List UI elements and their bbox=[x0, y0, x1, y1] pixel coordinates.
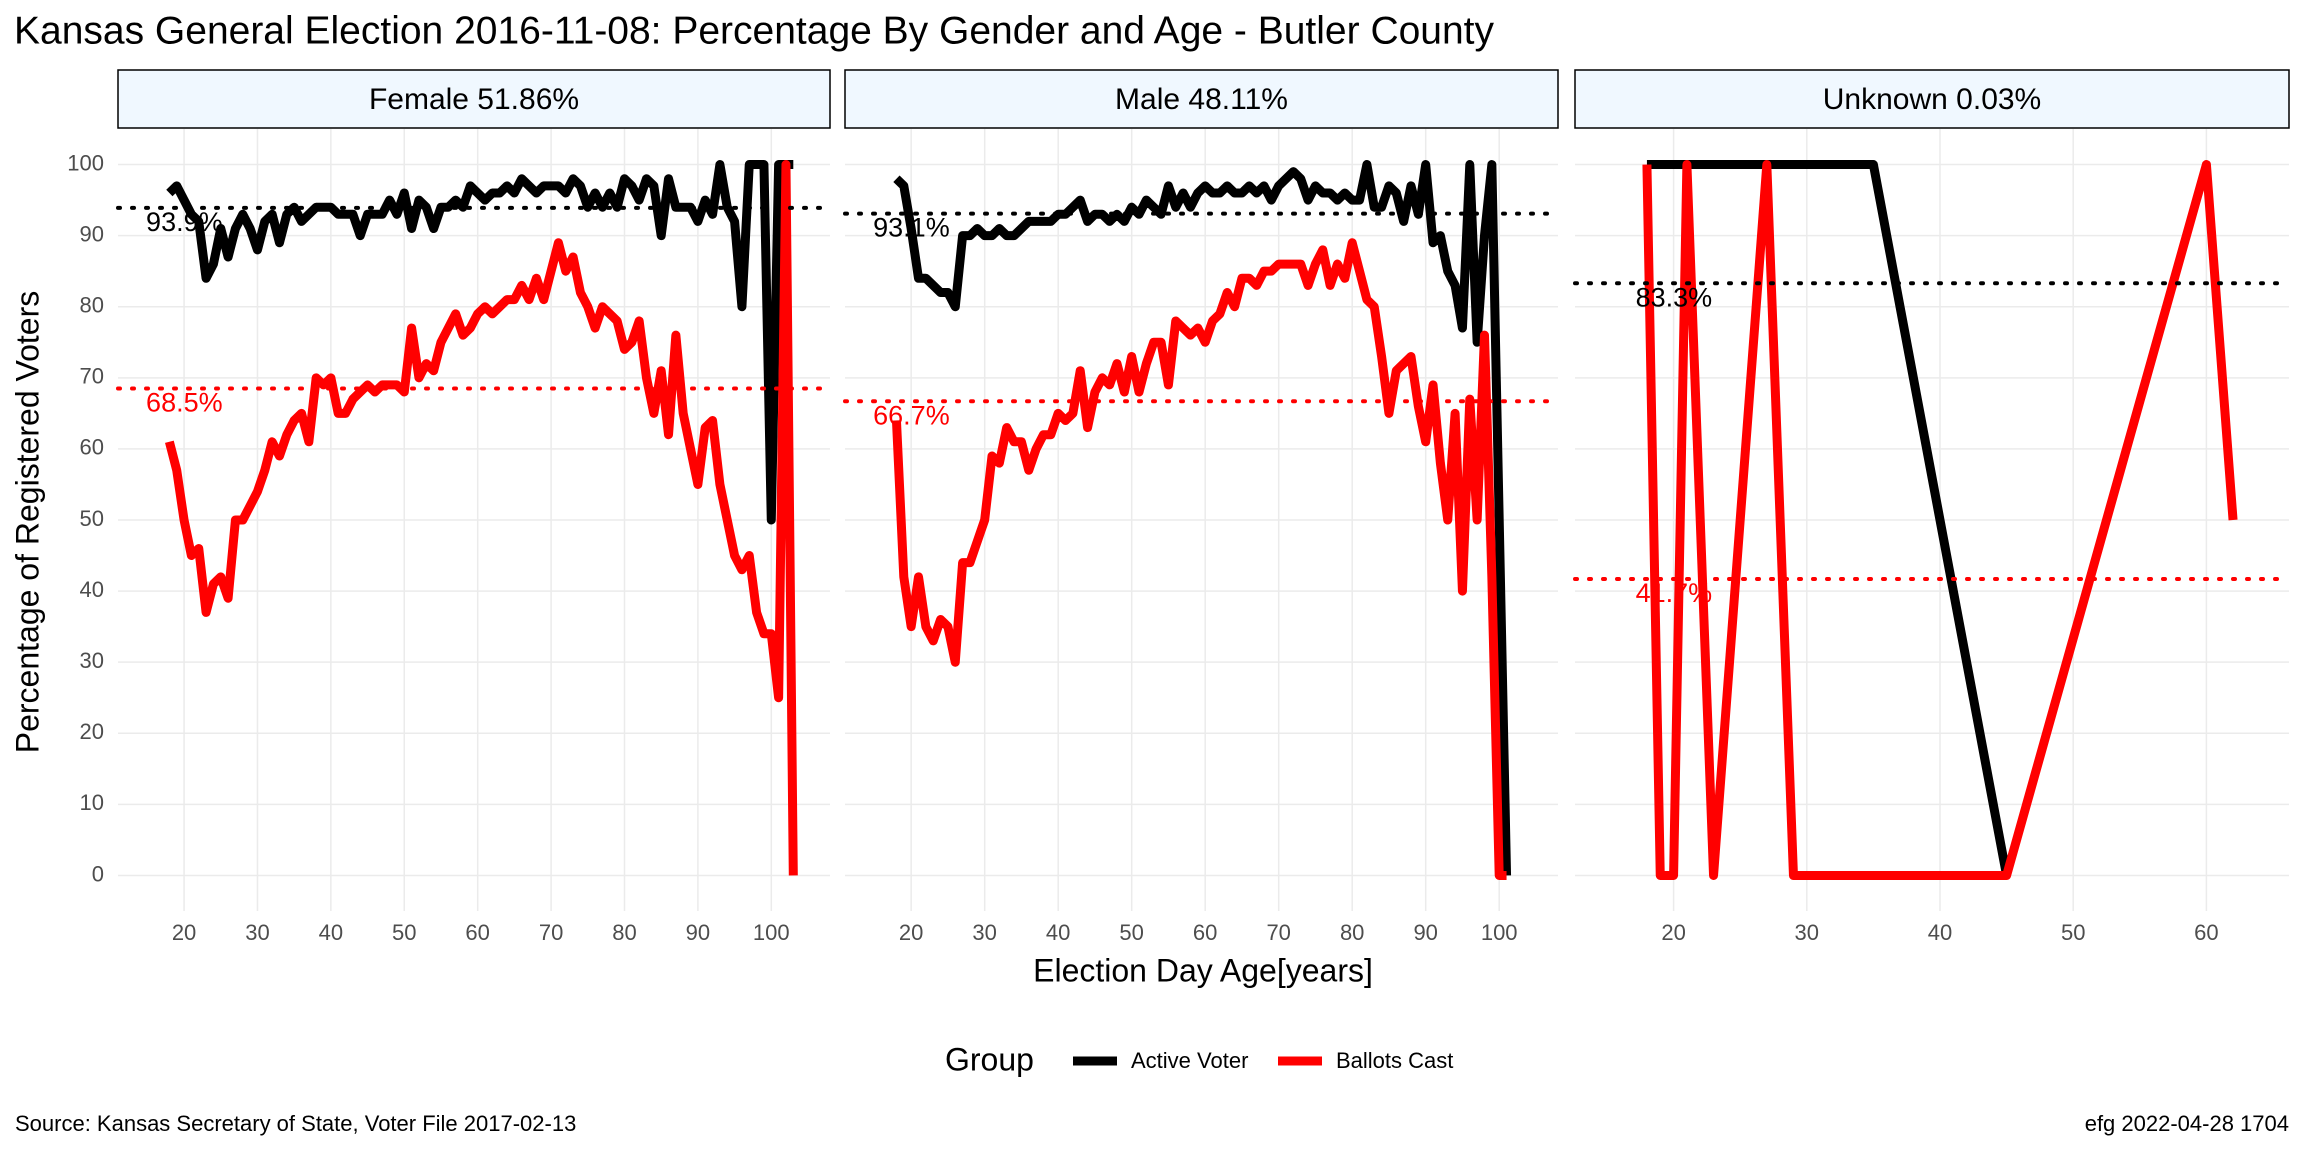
x-tick-label: 20 bbox=[899, 920, 923, 945]
x-tick-label: 40 bbox=[1928, 920, 1952, 945]
legend-label: Active Voter bbox=[1131, 1048, 1248, 1073]
y-tick-label: 80 bbox=[80, 293, 104, 318]
legend-label: Ballots Cast bbox=[1336, 1048, 1453, 1073]
x-tick-label: 40 bbox=[1046, 920, 1070, 945]
strip bbox=[1574, 69, 2290, 129]
series-line bbox=[165, 160, 798, 876]
reference-label: 93.1% bbox=[873, 213, 950, 243]
x-tick-label: 30 bbox=[972, 920, 996, 945]
reference-label: 41.7% bbox=[1636, 578, 1713, 608]
y-tick-label: 60 bbox=[80, 435, 104, 460]
y-tick-label: 30 bbox=[80, 648, 104, 673]
legend-title: Group bbox=[945, 1041, 1034, 1077]
strip bbox=[844, 69, 1559, 129]
x-axis-label: Election Day Age[years] bbox=[1033, 952, 1373, 988]
x-tick-label: 90 bbox=[686, 920, 710, 945]
x-tick-label: 90 bbox=[1413, 920, 1437, 945]
reference-label: 93.9% bbox=[146, 207, 223, 237]
x-tick-label: 20 bbox=[172, 920, 196, 945]
x-tick-label: 70 bbox=[539, 920, 563, 945]
reference-label: 83.3% bbox=[1636, 282, 1713, 312]
series-line bbox=[891, 238, 1507, 880]
strip-label: Male 48.11% bbox=[1115, 83, 1288, 116]
series-line bbox=[1642, 160, 2238, 880]
x-tick-label: 100 bbox=[1481, 920, 1518, 945]
x-tick-label: 100 bbox=[753, 920, 790, 945]
y-tick-label: 40 bbox=[80, 577, 104, 602]
reference-label: 66.7% bbox=[873, 400, 950, 430]
x-tick-label: 80 bbox=[1340, 920, 1364, 945]
y-tick-label: 10 bbox=[80, 790, 104, 815]
source: Source: Kansas Secretary of State, Voter… bbox=[15, 1111, 576, 1136]
y-tick-label: 90 bbox=[80, 221, 104, 246]
x-tick-label: 60 bbox=[2194, 920, 2218, 945]
reference-label: 68.5% bbox=[146, 388, 223, 418]
x-tick-label: 30 bbox=[1795, 920, 1819, 945]
x-tick-label: 80 bbox=[612, 920, 636, 945]
strip-label: Unknown 0.03% bbox=[1823, 83, 2041, 116]
strip bbox=[117, 69, 831, 129]
x-tick-label: 20 bbox=[1661, 920, 1685, 945]
x-tick-label: 30 bbox=[245, 920, 269, 945]
y-tick-label: 20 bbox=[80, 719, 104, 744]
x-tick-label: 60 bbox=[465, 920, 489, 945]
x-tick-label: 50 bbox=[392, 920, 416, 945]
series-line bbox=[1646, 160, 2012, 877]
x-tick-label: 70 bbox=[1266, 920, 1290, 945]
x-tick-label: 60 bbox=[1193, 920, 1217, 945]
credit: efg 2022-04-28 1704 bbox=[2085, 1111, 2289, 1136]
x-tick-label: 40 bbox=[319, 920, 343, 945]
chart-title: Kansas General Election 2016-11-08: Perc… bbox=[14, 9, 1495, 52]
series-line bbox=[166, 160, 794, 525]
y-tick-label: 70 bbox=[80, 364, 104, 389]
y-tick-label: 50 bbox=[80, 506, 104, 531]
y-axis-label: Percentage of Registered Voters bbox=[9, 291, 45, 754]
y-tick-label: 0 bbox=[92, 861, 104, 886]
x-tick-label: 50 bbox=[1119, 920, 1143, 945]
strip-label: Female 51.86% bbox=[369, 83, 579, 116]
y-tick-label: 100 bbox=[67, 150, 104, 175]
x-tick-label: 50 bbox=[2061, 920, 2085, 945]
